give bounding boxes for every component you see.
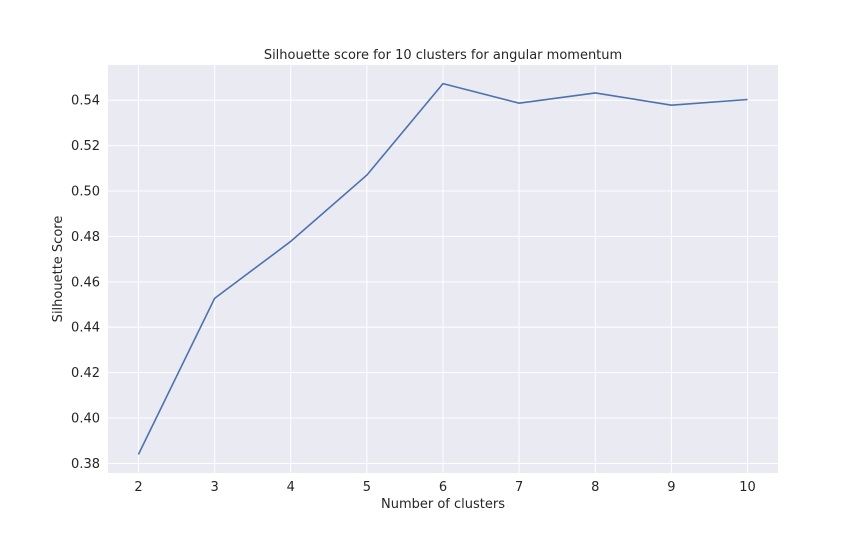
grid-lines	[108, 65, 778, 473]
y-tick-label: 0.38	[71, 457, 100, 472]
x-tick-labels: 2 3 4 5 6 7 8 9 10	[134, 480, 756, 495]
y-tick-label: 0.50	[71, 185, 100, 200]
series-line	[137, 82, 748, 455]
x-tick-label: 10	[739, 480, 756, 495]
x-tick-label: 2	[134, 480, 142, 495]
x-tick-label: 6	[439, 480, 447, 495]
y-tick-label: 0.40	[71, 412, 100, 427]
y-tick-label: 0.52	[71, 139, 100, 154]
y-tick-label: 0.46	[71, 275, 100, 290]
x-axis-label: Number of clusters	[381, 497, 505, 512]
y-tick-label: 0.48	[71, 230, 100, 245]
x-tick-label: 9	[667, 480, 675, 495]
x-tick-label: 4	[287, 480, 295, 495]
y-tick-label: 0.54	[71, 94, 100, 109]
y-axis-label: Silhouette Score	[51, 216, 66, 323]
x-tick-label: 3	[210, 480, 218, 495]
y-tick-label: 0.42	[71, 366, 100, 381]
x-tick-label: 8	[591, 480, 599, 495]
chart-title: Silhouette score for 10 clusters for ang…	[264, 48, 622, 63]
y-tick-labels: 0.38 0.40 0.42 0.44 0.46 0.48 0.50 0.52 0.54	[71, 94, 100, 472]
x-tick-label: 5	[363, 480, 371, 495]
y-tick-label: 0.44	[71, 321, 100, 336]
x-tick-label: 7	[515, 480, 523, 495]
